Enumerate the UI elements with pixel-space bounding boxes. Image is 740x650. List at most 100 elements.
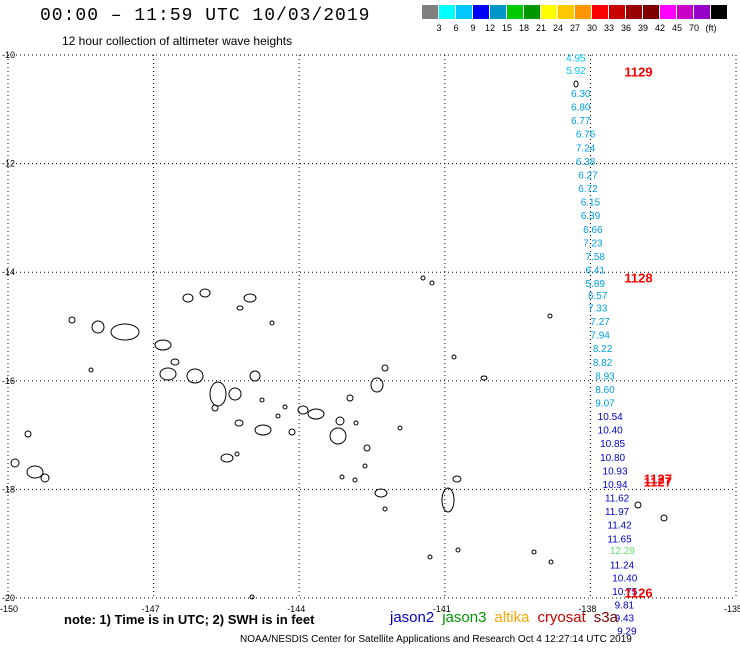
wave-height-value: 6.72 <box>578 184 598 195</box>
longitude-tick-label: -135 <box>724 604 740 614</box>
pass-number-label: 1127 <box>644 474 672 489</box>
color-swatch <box>575 5 591 19</box>
wave-height-value: 8.93 <box>595 371 615 382</box>
pass-number-label: 1127 <box>644 472 672 487</box>
color-scale-label: 33 <box>603 23 614 33</box>
color-scale-label: 9 <box>470 23 476 33</box>
longitude-tick-label: -141 <box>433 604 451 614</box>
latitude-tick-label: -20 <box>2 593 15 603</box>
color-scale-label: 70 <box>688 23 699 33</box>
color-swatch <box>609 5 625 19</box>
island-outline <box>353 420 359 426</box>
island-outline <box>451 354 457 360</box>
color-scale-label: 27 <box>569 23 580 33</box>
satellite-legend-item: cryosat <box>537 609 586 626</box>
wave-height-value: 8.60 <box>595 385 615 396</box>
island-outlines <box>10 80 668 600</box>
wave-height-value: 6.30 <box>571 89 591 100</box>
island-outline <box>40 473 50 483</box>
wave-height-value: 8.22 <box>593 344 613 355</box>
island-outline <box>26 465 44 479</box>
wave-height-value: 6.39 <box>581 211 601 222</box>
latitude-tick-label: -16 <box>2 376 15 386</box>
wave-height-value: 10.85 <box>600 439 625 450</box>
wave-height-value: 6.27 <box>578 170 598 181</box>
island-outline <box>352 477 358 483</box>
wave-height-value: 7.27 <box>590 317 610 328</box>
color-swatch <box>643 5 659 19</box>
longitude-tick-label: -144 <box>287 604 305 614</box>
axis-tick-labels: -150 -147 -144 -141 -138 -135 -10 -12 -14 -16 -18 -… <box>0 50 740 614</box>
grid-lines <box>7 54 737 599</box>
island-outline <box>236 305 244 311</box>
color-scale-label: 24 <box>552 23 563 33</box>
color-swatch <box>558 5 574 19</box>
island-outline <box>573 80 579 88</box>
color-swatch <box>422 5 438 19</box>
wave-height-value: 10.94 <box>603 480 628 491</box>
island-outline <box>397 425 403 431</box>
color-swatch <box>677 5 693 19</box>
color-swatch <box>524 5 540 19</box>
island-outline <box>234 451 240 457</box>
wave-height-value: 12.29 <box>610 546 635 557</box>
island-outline <box>186 368 204 384</box>
wave-height-value: 5.92 <box>566 66 586 77</box>
island-outline <box>209 381 227 407</box>
satellite-legend: jason2 jason3 altika cryosat s3a <box>390 609 626 626</box>
wave-height-value: 11.97 <box>605 507 630 518</box>
wave-height-value: 7.23 <box>583 238 603 249</box>
wave-height-value: 6.15 <box>581 198 601 209</box>
color-scale-label: 3 <box>436 23 442 33</box>
color-swatch <box>694 5 710 19</box>
island-outline <box>335 416 345 426</box>
island-outline <box>234 419 244 427</box>
longitude-tick-label: -138 <box>578 604 596 614</box>
color-swatch <box>490 5 506 19</box>
satellite-legend-item: jason3 <box>442 609 487 626</box>
pass-number-label: 1126 <box>624 586 652 601</box>
wave-height-value: 10.40 <box>612 573 637 584</box>
island-outline <box>110 323 140 341</box>
island-outline <box>363 444 371 452</box>
wave-height-value: 7.58 <box>586 252 606 263</box>
island-outline <box>420 275 426 281</box>
wave-height-value: 6.77 <box>571 116 591 127</box>
wave-height-value: 9.81 <box>615 601 635 612</box>
island-outline <box>243 293 257 303</box>
island-outline <box>170 358 180 366</box>
footer-credit: NOAA/NESDIS Center for Satellite Applica… <box>240 634 632 645</box>
color-scale-label: 6 <box>453 23 459 33</box>
wave-height-value: 7.33 <box>588 303 608 314</box>
wave-height-value: 7.24 <box>576 143 596 154</box>
island-outline <box>429 280 435 286</box>
island-outline <box>199 288 211 298</box>
island-outline <box>220 453 234 463</box>
island-outline <box>452 475 462 483</box>
wave-height-value: 10.75 <box>612 587 637 598</box>
wave-height-value: 11.24 <box>610 560 635 571</box>
island-outline <box>362 463 368 469</box>
color-swatch <box>473 5 489 19</box>
wave-height-value: 10.80 <box>600 453 625 464</box>
wave-height-value: 10.93 <box>603 466 628 477</box>
island-outline <box>91 320 105 334</box>
color-swatch <box>592 5 608 19</box>
island-outline <box>346 394 354 402</box>
island-outline <box>381 364 389 372</box>
island-outline <box>531 549 537 555</box>
island-outline <box>282 404 288 410</box>
satellite-legend-item: s3a <box>593 609 618 626</box>
island-outline <box>10 458 20 468</box>
island-outline <box>24 430 32 438</box>
map-title: 00:00 – 11:59 UTC 10/03/2019 <box>40 6 371 26</box>
satellite-legend-item: jason2 <box>390 609 435 626</box>
wave-height-value: 9.07 <box>595 399 615 410</box>
island-outline <box>254 424 272 436</box>
longitude-tick-label: -150 <box>0 604 18 614</box>
island-outline <box>339 474 345 480</box>
color-swatch <box>626 5 642 19</box>
pass-number-label: 1128 <box>624 271 652 286</box>
